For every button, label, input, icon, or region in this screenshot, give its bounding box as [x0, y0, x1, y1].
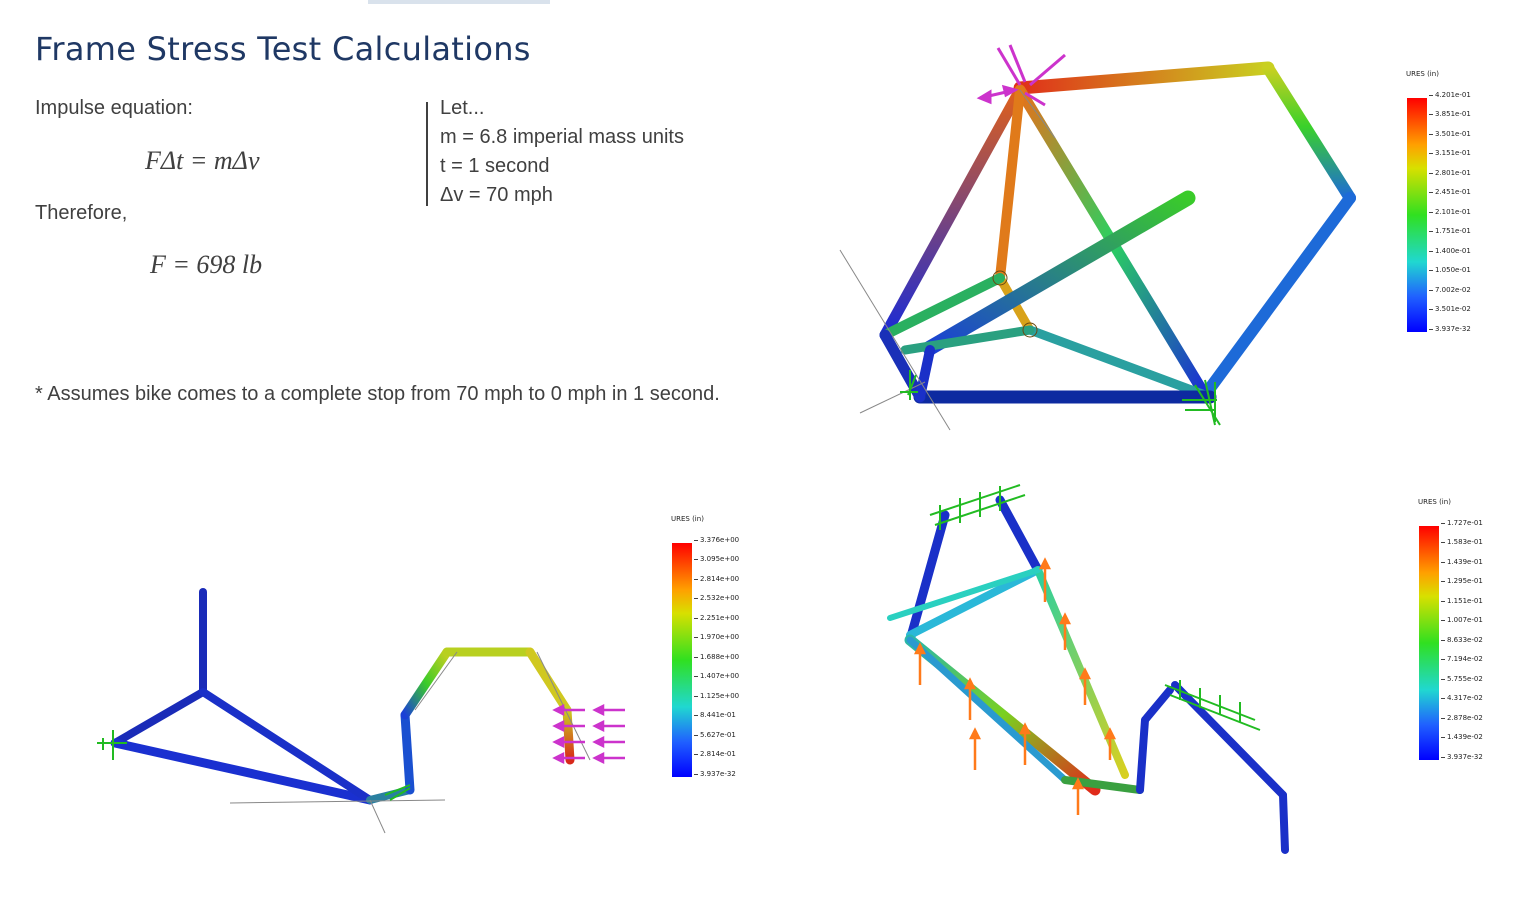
- legend-tick: 1.050e-01: [1429, 266, 1471, 274]
- legend-tick: 4.317e-02: [1441, 694, 1483, 702]
- legend-tick: 3.937e-32: [1429, 325, 1471, 333]
- legend-tick: 1.400e-01: [1429, 247, 1471, 255]
- legend-tick: 2.451e-01: [1429, 188, 1471, 196]
- legend-tick: 8.633e-02: [1441, 636, 1483, 644]
- therefore-label: Therefore,: [35, 202, 128, 224]
- legend-tick: 3.937e-32: [694, 770, 736, 778]
- frame-simulation-side-load: [97, 588, 625, 834]
- let-line-1: Let...: [440, 97, 485, 119]
- impulse-label: Impulse equation:: [35, 97, 193, 119]
- let-line-time: t = 1 second: [440, 155, 550, 177]
- force-result: F = 698 lb: [150, 250, 263, 279]
- legend-title: URES (in): [1406, 70, 1439, 78]
- let-line-velocity: Δv = 70 mph: [440, 184, 553, 206]
- legend-tick: 1.583e-01: [1441, 538, 1483, 546]
- legend-tick: 1.751e-01: [1429, 227, 1471, 235]
- legend-tick: 3.851e-01: [1429, 110, 1471, 118]
- top-accent-bar: [368, 0, 550, 4]
- legend-tick: 3.151e-01: [1429, 149, 1471, 157]
- frame-simulation-front-load: [839, 44, 1356, 431]
- legend-tick: 1.007e-01: [1441, 616, 1483, 624]
- legend-tick: 3.095e+00: [693, 555, 740, 563]
- legend-tick: 7.194e-02: [1441, 655, 1483, 663]
- slide-title: Frame Stress Test Calculations: [35, 30, 531, 68]
- let-line-mass: m = 6.8 imperial mass units: [440, 126, 684, 148]
- legend-colorbar: [1407, 98, 1427, 332]
- legend-title: URES (in): [1418, 498, 1451, 506]
- legend-colorbar: [672, 543, 692, 777]
- legend-tick: 1.151e-01: [1441, 597, 1483, 605]
- legend-tick: 1.727e-01: [1441, 519, 1483, 527]
- legend-tick: 3.937e-32: [1441, 753, 1483, 761]
- legend-tick: 7.002e-02: [1429, 286, 1471, 294]
- legend-tick: 2.101e-01: [1429, 208, 1471, 216]
- footnote: * Assumes bike comes to a complete stop …: [35, 383, 720, 405]
- legend-tick: 1.439e-02: [1441, 733, 1483, 741]
- legend-tick: 1.125e+00: [693, 692, 740, 700]
- color-legend-1: URES (in) 4.201e-01 3.851e-01 3.501e-01 …: [1405, 70, 1505, 340]
- legend-tick: 2.532e+00: [693, 594, 740, 602]
- legend-tick: 4.201e-01: [1429, 91, 1471, 99]
- color-legend-2: URES (in) 3.376e+00 3.095e+00 2.814e+00 …: [670, 515, 770, 785]
- color-legend-3: URES (in) 1.727e-01 1.583e-01 1.439e-01 …: [1417, 498, 1517, 768]
- legend-tick: 8.441e-01: [694, 711, 736, 719]
- let-divider: [426, 102, 428, 206]
- legend-colorbar: [1419, 526, 1439, 760]
- legend-tick: 3.376e+00: [693, 536, 740, 544]
- legend-tick: 3.501e-02: [1429, 305, 1471, 313]
- legend-tick: 1.688e+00: [693, 653, 740, 661]
- legend-tick: 2.814e-01: [694, 750, 736, 758]
- legend-tick: 2.878e-02: [1441, 714, 1483, 722]
- legend-tick: 3.501e-01: [1429, 130, 1471, 138]
- legend-tick: 1.407e+00: [693, 672, 740, 680]
- legend-tick: 2.801e-01: [1429, 169, 1471, 177]
- frame-simulation-vertical-load: [887, 484, 1289, 854]
- legend-tick: 1.439e-01: [1441, 558, 1483, 566]
- legend-title: URES (in): [671, 515, 704, 523]
- legend-tick: 1.970e+00: [693, 633, 740, 641]
- impulse-equation: FΔt = mΔv: [145, 146, 260, 175]
- legend-tick: 5.627e-01: [694, 731, 736, 739]
- legend-tick: 1.295e-01: [1441, 577, 1483, 585]
- legend-tick: 2.814e+00: [693, 575, 740, 583]
- legend-tick: 5.755e-02: [1441, 675, 1483, 683]
- legend-tick: 2.251e+00: [693, 614, 740, 622]
